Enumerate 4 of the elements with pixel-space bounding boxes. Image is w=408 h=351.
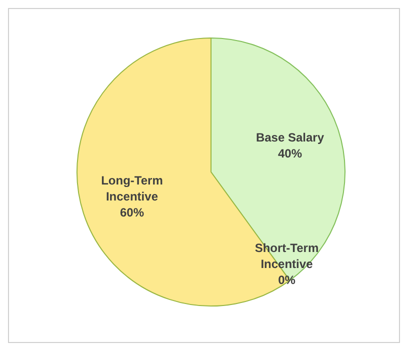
data-label: 60% xyxy=(120,206,144,220)
data-label: 40% xyxy=(278,146,302,160)
slice-label: Base Salary xyxy=(256,130,324,144)
slice-label: Long-Term Incentive xyxy=(101,174,163,204)
